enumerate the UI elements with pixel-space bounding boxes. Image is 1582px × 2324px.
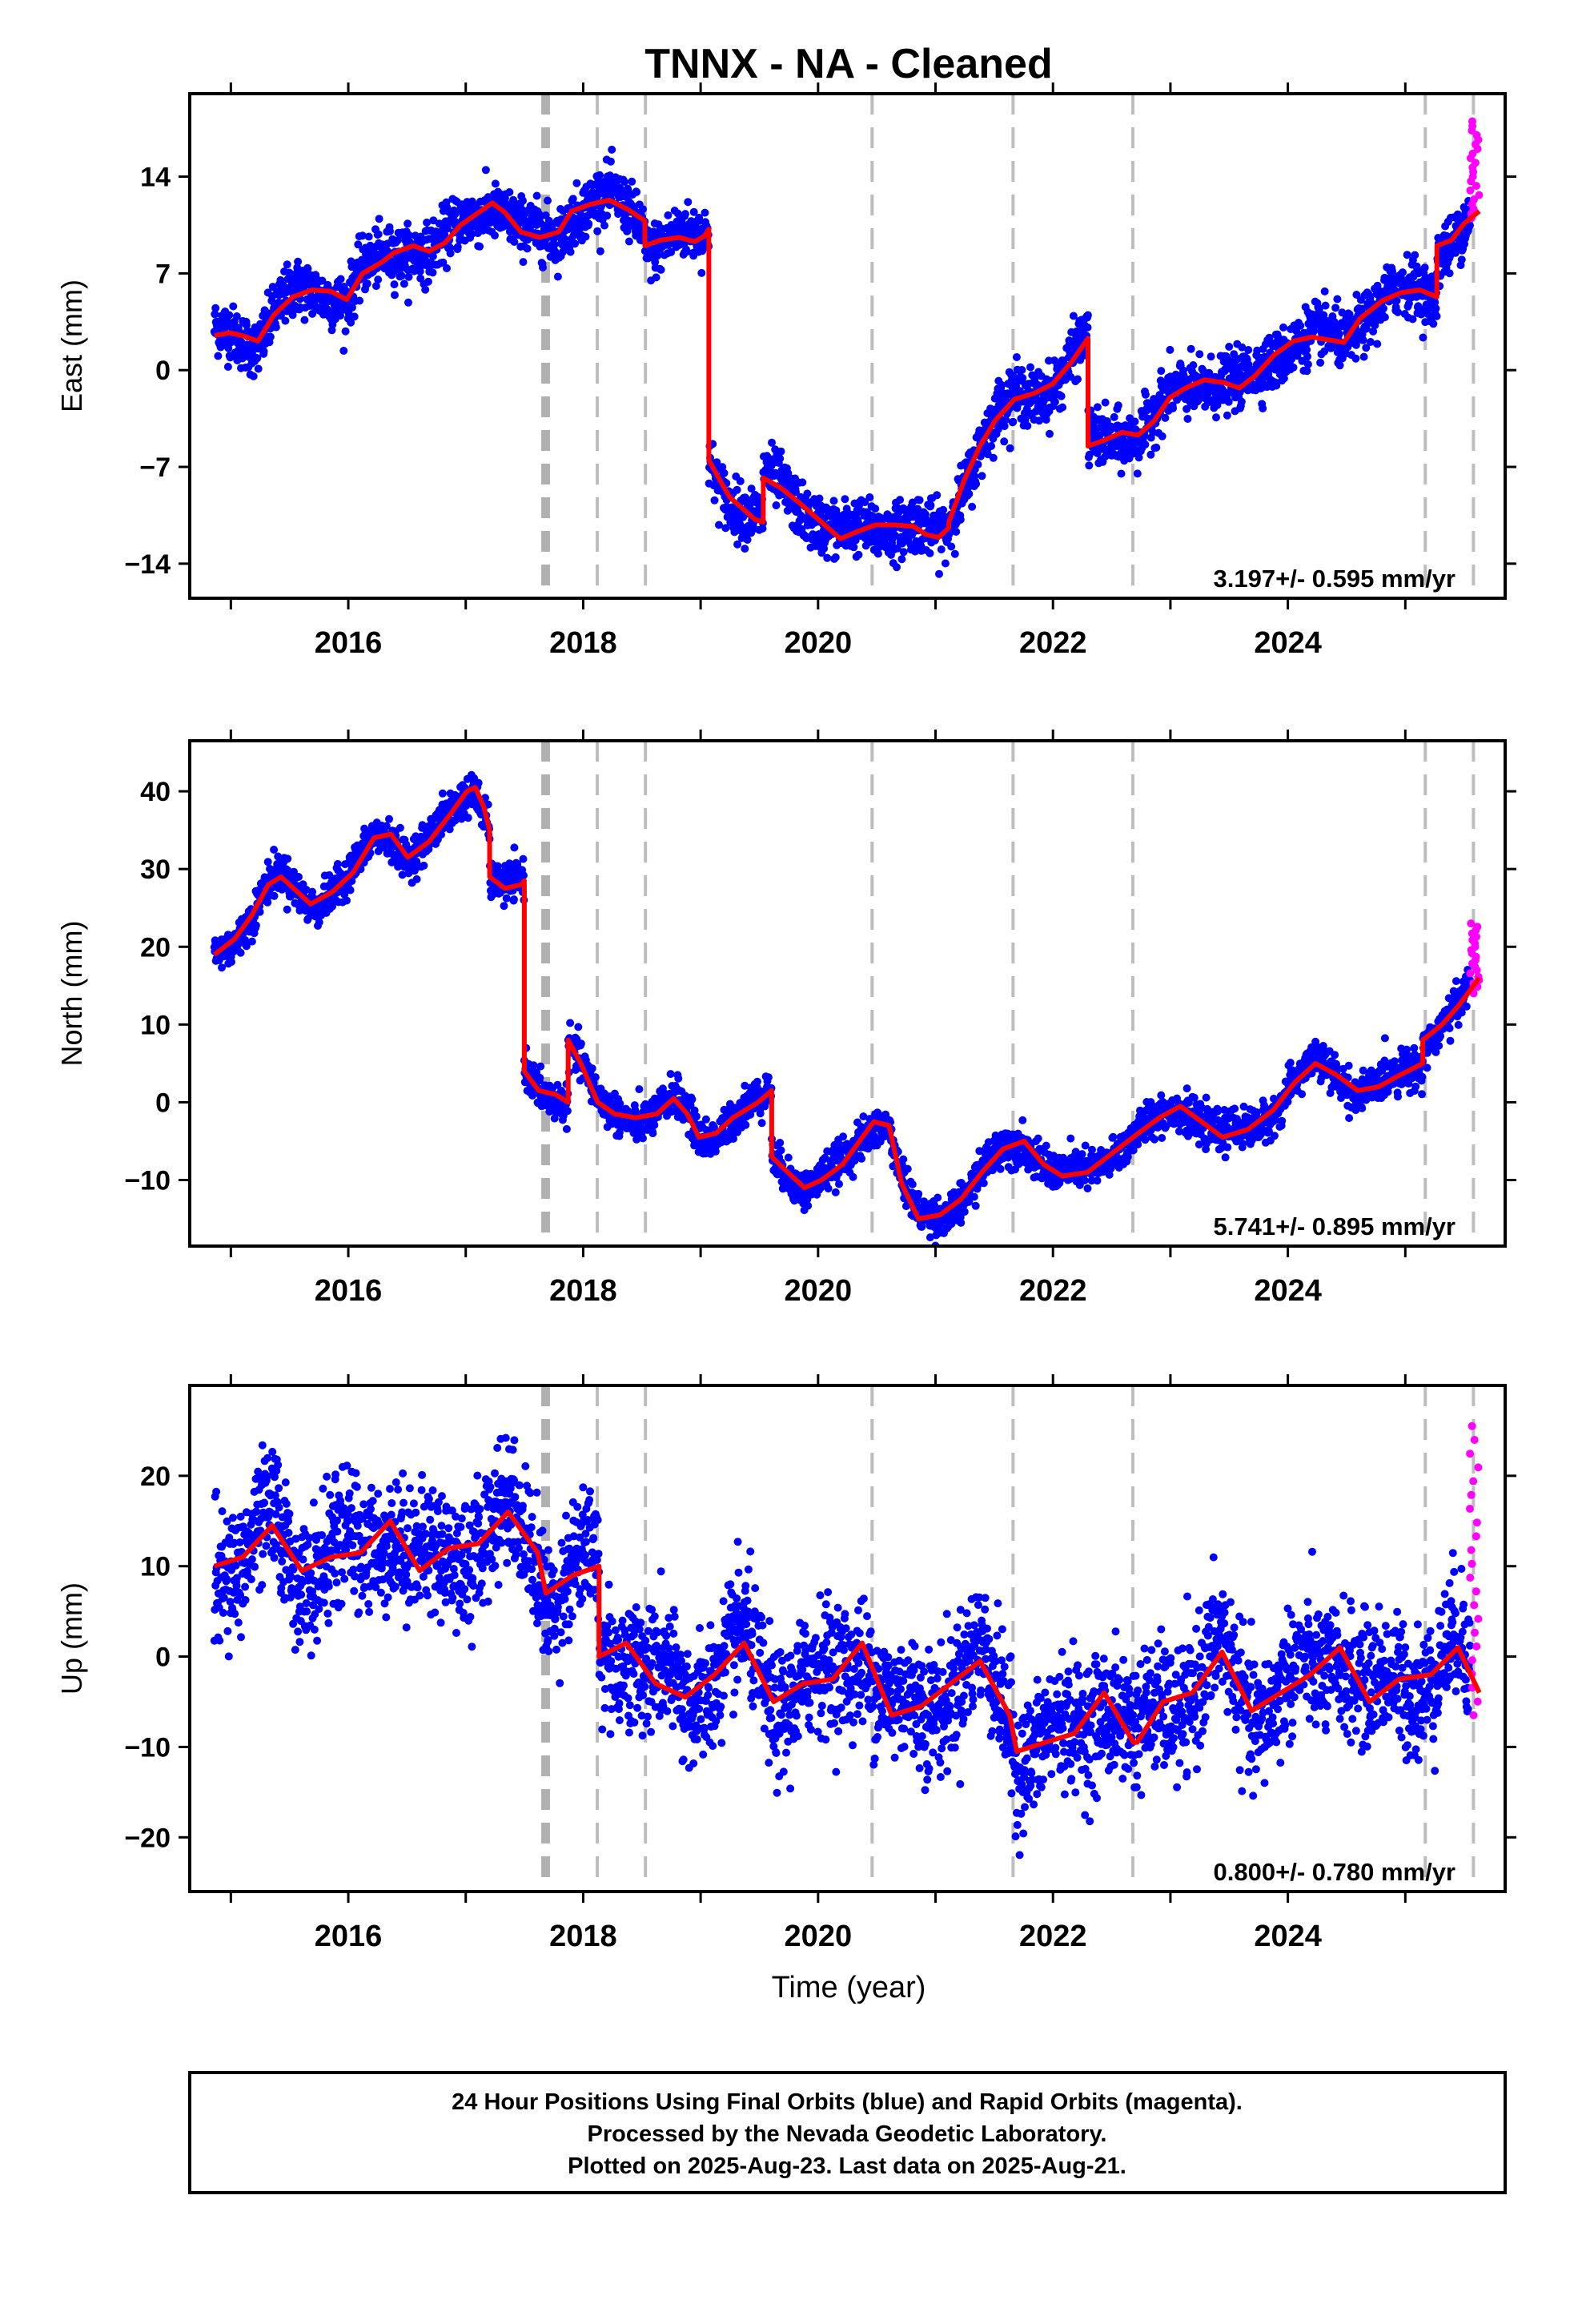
x-tick-label: 2024 <box>1254 1920 1322 1953</box>
velocity-label: 3.197+/- 0.595 mm/yr <box>1214 565 1456 593</box>
final-orbit-scatter <box>210 1433 1474 1860</box>
y-tick-label: 10 <box>140 1552 171 1582</box>
fit-line <box>214 197 1481 541</box>
y-tick-label: 0 <box>155 356 171 386</box>
final-orbit-points <box>210 145 1474 578</box>
x-tick-label: 2018 <box>549 626 617 660</box>
x-tick-label: 2022 <box>1019 1920 1087 1953</box>
panel-2: −10 0 10 20 30 40 2016 2018 2020 2022 2024 North (m… <box>55 730 1516 1308</box>
panel-3: −20 −10 0 10 20 2016 2018 2020 2022 2024 Up (mm) 0.… <box>55 1374 1516 1953</box>
footer-line-3: Plotted on 2025-Aug-23. Last data on 202… <box>568 2153 1126 2179</box>
x-tick-label: 2018 <box>549 1920 617 1953</box>
event-lines <box>541 741 1476 1246</box>
y-tick-label: 20 <box>140 1462 171 1492</box>
rapid-orbit-scatter <box>1466 1421 1483 1719</box>
y-tick-label: 7 <box>155 259 171 289</box>
x-tick-label: 2022 <box>1019 626 1087 660</box>
rapid-orbit-points <box>1466 1421 1483 1719</box>
panel-1: −14 −7 0 7 14 2016 2018 2020 2022 2024 East (mm) 3.… <box>55 82 1516 660</box>
x-tick-label: 2020 <box>785 1274 853 1308</box>
fit-line <box>213 1510 1482 1755</box>
y-tick-label: 20 <box>140 932 171 963</box>
model-fit <box>213 1510 1482 1755</box>
final-orbit-scatter <box>210 770 1474 1246</box>
model-fit <box>214 197 1481 541</box>
y-tick-label: −14 <box>124 549 171 580</box>
x-tick-label: 2018 <box>549 1274 617 1308</box>
y-tick-label: 40 <box>140 777 171 807</box>
footer-box <box>188 2071 1507 2194</box>
x-tick-label: 2024 <box>1254 626 1322 660</box>
y-tick-label: 10 <box>140 1010 171 1040</box>
y-tick-label: −7 <box>139 452 171 483</box>
footer-line-1: 24 Hour Positions Using Final Orbits (bl… <box>452 2089 1243 2115</box>
x-tick-label: 2020 <box>785 1920 853 1953</box>
model-fit <box>212 785 1482 1221</box>
final-orbit-scatter <box>210 145 1474 578</box>
x-tick-label: 2024 <box>1254 1274 1322 1308</box>
axes-frame <box>188 1384 1507 1893</box>
y-tick-label: 0 <box>155 1088 171 1118</box>
velocity-label: 0.800+/- 0.780 mm/yr <box>1214 1858 1456 1886</box>
y-axis-label: Up (mm) <box>55 1582 88 1695</box>
rapid-orbit-scatter <box>1466 117 1484 223</box>
axes-frame <box>188 739 1507 1248</box>
y-axis-label: North (mm) <box>55 921 88 1067</box>
y-tick-label: 0 <box>155 1642 171 1673</box>
final-orbit-points <box>210 1433 1474 1860</box>
y-tick-label: 30 <box>140 854 171 885</box>
x-tick-label: 2016 <box>315 626 383 660</box>
y-tick-label: −20 <box>124 1823 171 1853</box>
y-tick-label: −10 <box>124 1165 171 1196</box>
y-tick-label: 14 <box>140 163 171 193</box>
y-tick-label: −10 <box>124 1732 171 1763</box>
footer-line-2: Processed by the Nevada Geodetic Laborat… <box>588 2121 1107 2147</box>
x-tick-label: 2020 <box>785 626 853 660</box>
x-axis-label: Time (year) <box>772 1971 926 2004</box>
y-axis-label: East (mm) <box>55 279 88 412</box>
velocity-label: 5.741+/- 0.895 mm/yr <box>1214 1212 1456 1240</box>
axes-frame <box>188 92 1507 600</box>
x-tick-label: 2022 <box>1019 1274 1087 1308</box>
fit-line <box>212 785 1482 1221</box>
chart-title: TNNX - NA - Cleaned <box>644 41 1052 87</box>
x-tick-label: 2016 <box>315 1920 383 1953</box>
rapid-orbit-points <box>1466 117 1484 223</box>
final-orbit-points <box>210 770 1474 1246</box>
x-tick-label: 2016 <box>315 1274 383 1308</box>
